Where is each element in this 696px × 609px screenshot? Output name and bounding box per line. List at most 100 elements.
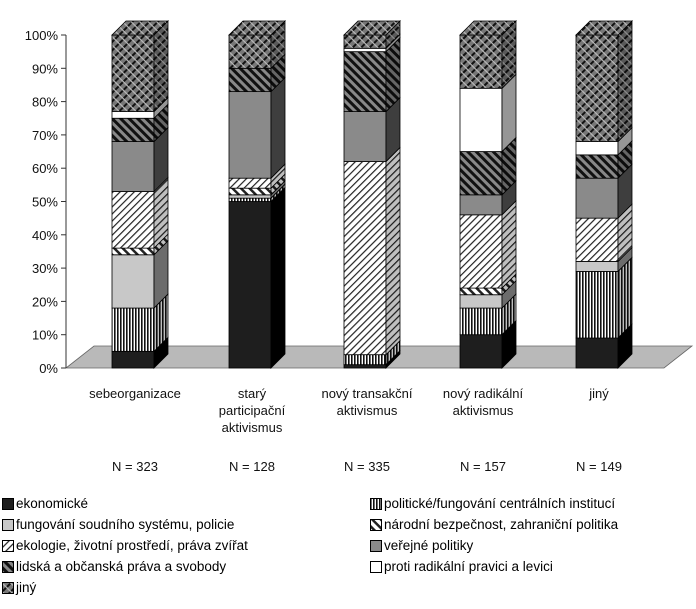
legend-label: fungování soudního systému, policie [16,517,235,532]
bar-top [111,20,169,36]
legend-item: jiný [2,579,36,597]
bar-side-shade [386,97,400,162]
bar-side-shade [618,204,632,262]
bar-segment [111,34,155,112]
bar-segment [228,91,272,179]
legend-swatch [2,540,14,552]
sample-size-label: N = 128 [229,459,275,474]
bar-stack [575,20,633,369]
y-tick-label: 50% [32,195,58,210]
bar-segment [343,161,387,356]
legend-item: fungování soudního systému, policie [2,516,234,534]
bar-side-shade [271,187,285,368]
bar-top [575,20,633,36]
bar-side-shade [386,340,400,365]
legend-swatch [2,498,14,510]
bar-side-shade [618,127,632,155]
bar-side-shade [386,350,400,368]
x-category-label: starý [238,386,267,401]
legend: ekonomické politické/fungování centrálníc… [0,485,696,609]
bar-segment [575,154,619,179]
y-axis: 0% 10% 20% 30% 40% 50% 60% 70% 80% 90% 100% [25,28,67,376]
bar-side-shade [154,240,168,309]
bar-segment [111,254,155,309]
bar-segment [343,34,387,49]
bar-segment [228,197,272,202]
legend-item: lidská a občanská práva a svobody [2,558,226,576]
bar-segment [228,194,272,199]
bar-side-shade [502,200,516,289]
x-category-label: nový radikální [443,386,524,401]
bar-stack [343,20,401,369]
y-tick-label: 60% [32,161,58,176]
bar-side-shade [271,174,285,195]
y-tick-label: 0% [39,361,58,376]
sample-size-label: N = 157 [460,459,506,474]
legend-label: veřejné politiky [384,538,474,553]
x-category-label: aktivismus [222,420,283,435]
legend-swatch [2,561,14,573]
bar-top [343,20,401,36]
bar-segment [459,307,503,336]
bar-side-shade [502,320,516,368]
bar-side-shade [154,127,168,192]
bar-segment [111,141,155,192]
sample-size-label: N = 323 [112,459,158,474]
bar-segment [343,51,387,112]
bar-stack [228,20,286,369]
bar-segment [228,67,272,93]
x-category-label: sebeorganizace [89,386,181,401]
legend-label: jiný [16,580,37,595]
x-category-label: aktivismus [337,403,398,418]
bar-top [459,20,517,36]
sample-size-label: N = 149 [576,459,622,474]
bar-side-shade [618,257,632,339]
legend-item: veřejné politiky [370,537,473,555]
legend-item: politické/fungování centrálních instituc… [370,495,615,513]
y-tick-label: 10% [32,328,58,343]
bar-top [228,20,286,36]
legend-item: ekonomické [2,495,88,513]
bar-segment [111,307,155,352]
bar-stack [459,20,517,369]
bar-segment [459,87,503,152]
bar-side-shade [271,77,285,179]
bar-segment [575,217,619,262]
bar-side-shade [502,180,516,215]
x-category-label: participační [219,403,286,418]
legend-item: ekologie, životní prostředí, práva zvířa… [2,537,248,555]
bar-segment [343,354,387,366]
bar-segment [228,34,272,69]
bar-segment [575,177,619,219]
bar-side-shade [154,234,168,255]
bar-side-shade [154,97,168,119]
legend-label: lidská a občanská práva a svobody [16,559,227,574]
bar-side-shade [271,54,285,92]
legend-swatch [370,561,382,573]
bar-side-shade [618,21,632,142]
y-tick-label: 80% [32,95,58,110]
bar-side-shade [502,274,516,295]
legend-label: ekonomické [16,496,89,511]
x-category-label: nový transakční [321,386,412,401]
bar-segment [459,151,503,196]
bar-segment [575,34,619,142]
y-tick-label: 90% [32,61,58,76]
bar-segment [228,177,272,189]
bar-side-shade [502,21,516,89]
bar-side-shade [386,147,400,355]
bar-segment [343,47,387,53]
bar-segment [111,247,155,256]
legend-label: ekologie, životní prostředí, práva zvířa… [16,538,248,553]
y-tick-label: 30% [32,261,58,276]
bar-side-shade [386,34,400,52]
legend-swatch [2,582,14,594]
stacked-bar-chart: 0% 10% 20% 30% 40% 50% 60% 70% 80% 90% 100% sebeor… [25,20,694,474]
bars [111,20,633,369]
bar-segment [228,201,272,369]
bar-side-shade [154,104,168,142]
bar-side-shade [154,21,168,112]
legend-swatch [2,519,14,531]
bar-side-shade [154,337,168,368]
category-labels: sebeorganizace N = 323 starý participační ak… [89,386,622,474]
